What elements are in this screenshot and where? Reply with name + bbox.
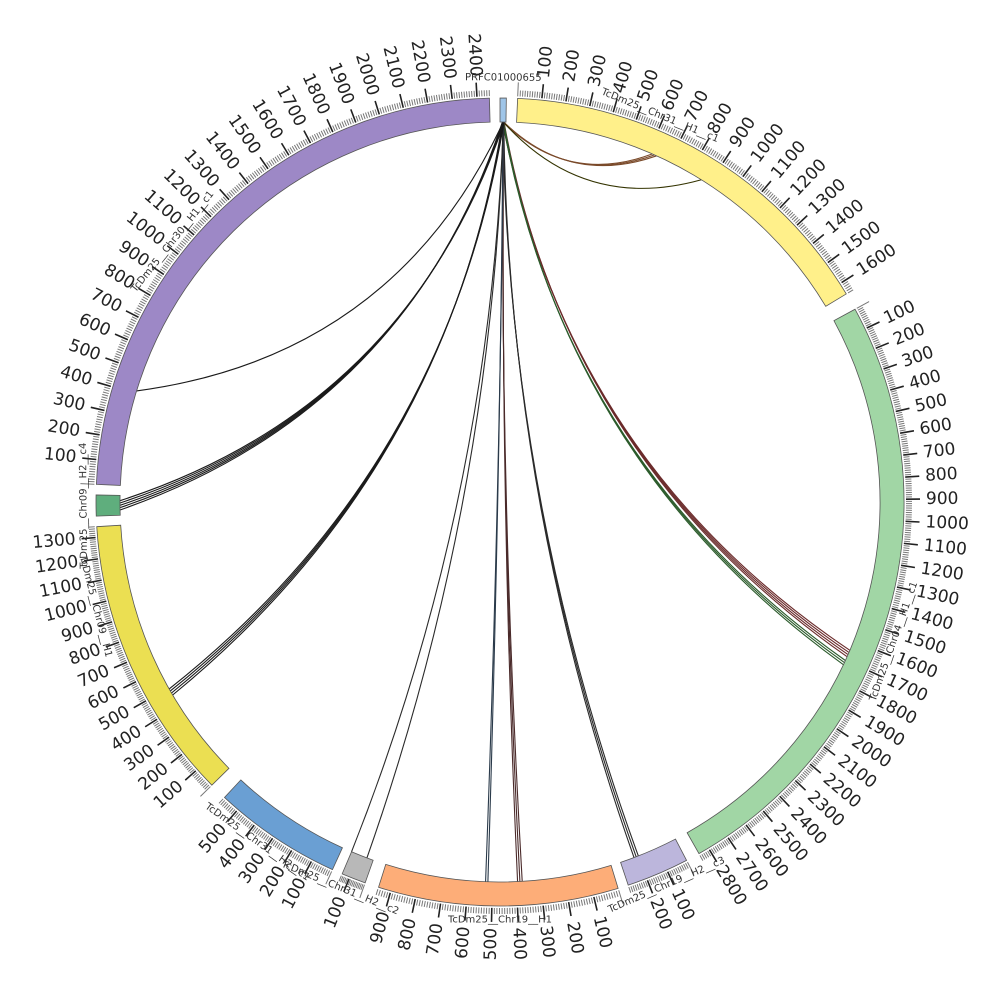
tick-label: 300 [51, 389, 87, 416]
tick-label: 100 [43, 444, 77, 467]
segment-label-tcdm25-chr09-h2-c4: TcDm25__Chr09__H2__c4 [78, 443, 90, 570]
synteny-link [366, 121, 504, 859]
tick-label: 1000 [925, 512, 969, 534]
major-tick-marks [343, 878, 350, 893]
tick-label: 2200 [406, 38, 433, 84]
tick-label: 500 [913, 390, 949, 417]
synteny-link [485, 122, 505, 882]
segment-label-tcdm25-chr19-h1: TcDm25__Chr19__H1 [447, 915, 552, 926]
ticks-layer: 100 200 3004005006007008009001000110012001… [32, 33, 970, 961]
tick-label: 1100 [923, 535, 968, 559]
segment-prfc01000655 [499, 97, 507, 123]
tick-label: 600 [76, 310, 114, 341]
major-tick-marks [541, 84, 854, 284]
synteny-link [502, 121, 845, 664]
segment-label-prfc01000655: PRFC01000655 [465, 72, 542, 84]
tick-label: 2300 [435, 35, 460, 80]
tick-label: 600 [918, 414, 953, 439]
synteny-link [351, 121, 504, 852]
segment-tcdm25-chr09-h2-c4 [95, 494, 121, 517]
synteny-link [502, 121, 846, 661]
tick-label: 1200 [34, 552, 80, 578]
segment-tcdm25-chr09-h1 [96, 524, 230, 786]
tick-marks [218, 798, 333, 885]
tick-label: 300 [584, 53, 611, 89]
tick-label: 1200 [919, 559, 965, 586]
ticks-tcdm25-chr09-h1: 1002003004005006007008009001000110012001… [32, 526, 211, 813]
synteny-link [502, 122, 639, 857]
segments-layer [95, 97, 905, 907]
segment-tcdm25-chr04-h1-c1 [686, 308, 905, 855]
tick-label: 100 [589, 914, 616, 950]
labels-layer: PRFC01000655TcDm25__Chr31__H1__c1TcDm25_… [77, 72, 921, 925]
major-tick-marks [708, 321, 920, 863]
links-layer [119, 121, 851, 882]
tick-label: 500 [481, 928, 502, 961]
segment-tcdm25-chr19-h1 [378, 863, 619, 907]
tick-label: 200 [562, 920, 587, 955]
segment-tcdm25-chr31-h2-c1 [223, 779, 343, 871]
synteny-link [502, 122, 519, 882]
synteny-link [503, 121, 657, 167]
segment-tcdm25-chr31-h2-c2 [341, 851, 374, 884]
tick-label: 2100 [378, 44, 408, 91]
segment-tcdm25-chr19-h2-c3 [620, 838, 688, 886]
tick-label: 100 [320, 894, 351, 932]
synteny-link [503, 121, 848, 658]
synteny-link [168, 121, 505, 690]
tick-label: 200 [46, 416, 81, 441]
segment-tcdm25-chr30-h1-c1 [95, 97, 491, 486]
tick-label: 800 [394, 917, 420, 953]
segment-tcdm25-chr31-h1-c1 [516, 97, 847, 307]
synteny-link [503, 122, 635, 858]
tick-label: 2000 [351, 51, 383, 98]
major-tick-marks [226, 810, 313, 875]
major-tick-marks [646, 871, 675, 894]
tick-label: 700 [87, 284, 125, 317]
tick-label: 100 [534, 45, 557, 79]
synteny-link [503, 121, 844, 666]
tick-label: 300 [535, 925, 558, 959]
major-tick-marks [385, 892, 598, 922]
tick-label: 1300 [32, 529, 77, 553]
major-tick-marks [81, 536, 197, 781]
tick-marks [80, 82, 490, 485]
tick-label: 500 [66, 335, 103, 365]
tick-label: 2400 [463, 33, 485, 77]
tick-label: 500 [634, 67, 664, 104]
tick-label: 200 [559, 48, 584, 83]
synteny-link [119, 121, 505, 502]
tick-label: 400 [58, 362, 95, 390]
tick-label: 900 [926, 489, 959, 509]
major-tick-marks [82, 82, 478, 461]
tick-label: 700 [922, 439, 957, 463]
tick-label: 400 [508, 927, 529, 960]
tick-label: 400 [907, 366, 944, 394]
synteny-link [502, 121, 702, 189]
synteny-link [502, 122, 637, 857]
tick-label: 600 [452, 926, 475, 960]
synteny-link [136, 121, 504, 392]
tick-label: 700 [423, 922, 448, 957]
tick-label: 800 [925, 464, 959, 486]
